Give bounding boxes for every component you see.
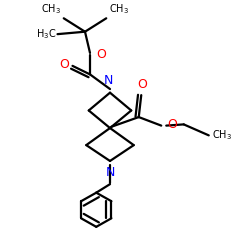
Text: O: O bbox=[96, 48, 106, 62]
Text: O: O bbox=[167, 118, 176, 131]
Text: N: N bbox=[104, 74, 114, 87]
Text: CH$_3$: CH$_3$ bbox=[109, 2, 129, 16]
Text: CH$_3$: CH$_3$ bbox=[212, 128, 233, 142]
Text: H$_3$C: H$_3$C bbox=[36, 27, 56, 41]
Text: N: N bbox=[105, 166, 115, 179]
Text: O: O bbox=[59, 58, 69, 71]
Text: CH$_3$: CH$_3$ bbox=[41, 2, 61, 16]
Text: O: O bbox=[138, 78, 147, 91]
